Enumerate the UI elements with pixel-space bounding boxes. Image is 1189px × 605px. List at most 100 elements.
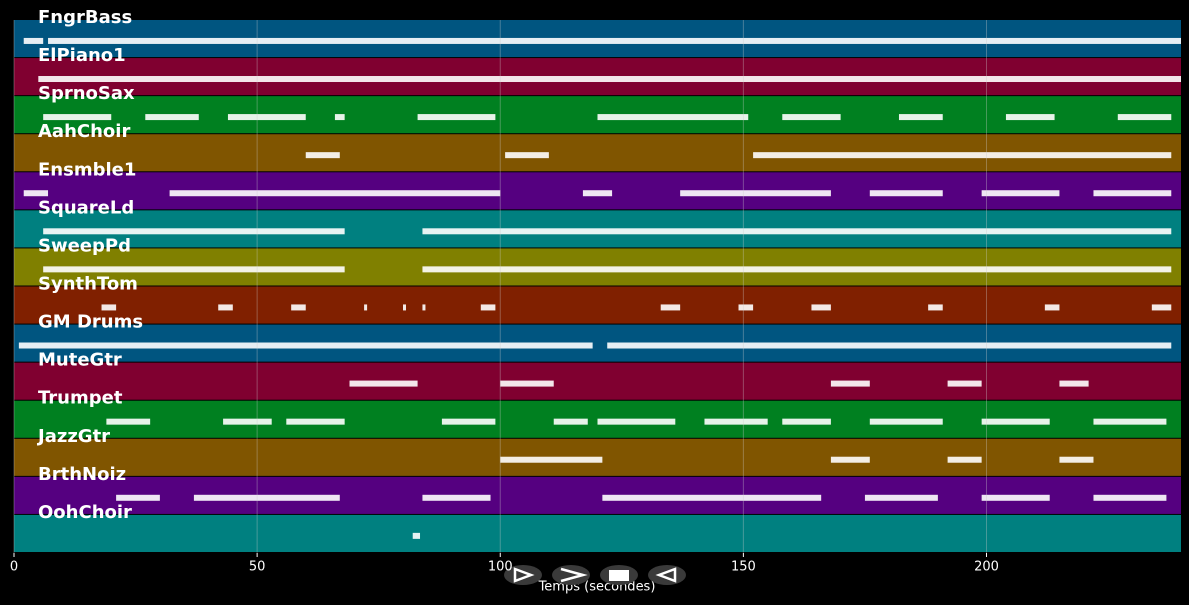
track-name: SquareLd [38,197,134,218]
track-name: SynthTom [38,274,138,295]
note [193,494,340,501]
note [1044,304,1060,311]
note [1005,114,1055,121]
note [505,152,549,159]
track-band [14,514,1181,552]
track-labels: FngrBass ElPiano1 SprnoSax AahChoir Ensmble1… [36,7,143,523]
note [412,532,421,539]
note [869,418,943,425]
track-name: SprnoSax [38,83,135,104]
track-name: MuteGtr [38,350,122,371]
note [1059,380,1089,387]
note [553,418,588,425]
note [981,418,1050,425]
note [981,494,1050,501]
note [753,152,1172,159]
note [607,342,1172,349]
note [1093,418,1167,425]
note [43,266,345,273]
track-name: Ensmble1 [38,159,136,180]
note [334,114,345,121]
note [227,114,306,121]
forward-button[interactable] [552,565,590,585]
note [116,494,160,501]
grid: 0 50 100 150 200 [10,20,999,575]
note [1059,456,1094,463]
note [830,456,870,463]
note [169,190,501,197]
note [947,456,982,463]
x-tick-label: 200 [974,560,999,575]
note [1093,190,1172,197]
track-name: ElPiano1 [38,45,126,66]
note [291,304,306,311]
stop-button[interactable] [600,565,638,585]
note [1093,494,1167,501]
note [602,494,822,501]
track-name: FngrBass [38,7,132,28]
track-name: SweepPd [38,235,131,256]
note [422,494,491,501]
x-tick-label: 0 [10,560,18,575]
rewind-button[interactable] [648,565,686,585]
note [441,418,496,425]
note [145,114,199,121]
note [582,190,613,197]
note [18,342,593,349]
note [43,228,345,235]
note [1151,304,1172,311]
note [48,37,1182,44]
track-name: OohChoir [38,502,132,523]
track-name: AahChoir [38,121,130,142]
note [106,418,151,425]
note [422,228,1172,235]
note [782,418,831,425]
note [738,304,754,311]
note [864,494,938,501]
note [1117,114,1172,121]
note [223,418,272,425]
note [349,380,418,387]
note [23,190,49,197]
tracks [14,20,1182,552]
track-name: JazzGtr [36,426,110,447]
note [782,114,841,121]
note [811,304,831,311]
note [101,304,117,311]
note [500,456,603,463]
note [38,76,1181,83]
note [305,152,340,159]
x-tick-label: 50 [249,560,266,575]
note [680,190,831,197]
note [403,304,406,311]
x-axis-label: Temps (secondes) [538,580,656,595]
track-band [14,362,1181,400]
note [928,304,943,311]
x-tick-label: 100 [488,560,513,575]
note [218,304,233,311]
note [422,304,426,311]
note [947,380,982,387]
note [830,380,870,387]
playback-controls [504,565,686,585]
play-button[interactable] [504,565,542,585]
note [480,304,496,311]
note [43,114,112,121]
note [869,190,943,197]
track-name: GM Drums [38,312,143,333]
note [500,380,554,387]
note [704,418,768,425]
note [422,266,1172,273]
note [417,114,496,121]
note [286,418,345,425]
note [597,114,749,121]
track-name: Trumpet [38,388,123,409]
note [898,114,943,121]
note [23,37,44,44]
note [981,190,1060,197]
track-band [14,286,1181,324]
note [364,304,368,311]
note [660,304,681,311]
x-tick-label: 150 [731,560,756,575]
